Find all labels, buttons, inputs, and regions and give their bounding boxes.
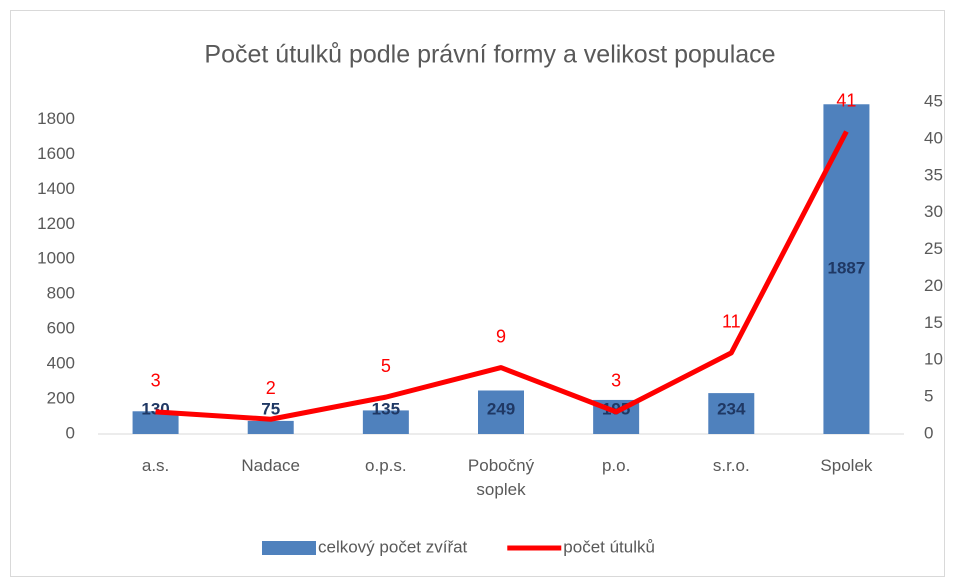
y-tick-label: 0	[66, 423, 75, 442]
legend-label: počet útulků	[563, 537, 655, 556]
legend-swatch	[262, 541, 316, 555]
y-tick-label: 200	[47, 389, 75, 408]
y-tick-label: 1200	[37, 214, 75, 233]
y2-tick-label: 40	[924, 128, 943, 147]
legend-label: celkový počet zvířat	[318, 537, 468, 556]
bar-value-label: 195	[602, 399, 630, 418]
chart-border	[10, 10, 945, 577]
bar-value-label: 249	[487, 399, 515, 418]
line-value-label: 3	[151, 371, 161, 391]
line-value-label: 5	[381, 356, 391, 376]
x-tick-label: Spolek	[820, 456, 873, 475]
y2-tick-label: 15	[924, 313, 943, 332]
bar-value-label: 130	[141, 399, 169, 418]
y-tick-label: 400	[47, 354, 75, 373]
bar-value-label: 1887	[828, 259, 866, 278]
y2-tick-label: 5	[924, 387, 933, 406]
x-tick-label: Pobočný soplek	[467, 456, 535, 499]
bar	[708, 393, 755, 434]
line-value-label: 11	[722, 312, 741, 332]
bar-value-label: 234	[717, 399, 746, 418]
line-value-label: 9	[496, 326, 506, 346]
y2-tick-label: 10	[924, 350, 943, 369]
y-tick-label: 1400	[37, 179, 75, 198]
bar	[132, 411, 179, 434]
x-tick-label: Nadace	[241, 456, 300, 475]
line-value-label: 2	[266, 378, 276, 398]
bar	[478, 390, 524, 434]
y-tick-label: 1600	[37, 144, 75, 163]
line	[155, 130, 849, 422]
y2-tick-label: 25	[924, 239, 943, 258]
y2-tick-label: 35	[924, 165, 943, 184]
y-tick-label: 800	[47, 284, 75, 303]
y-tick-label: 1800	[37, 109, 75, 128]
y2-tick-label: 0	[924, 423, 933, 442]
chart-title: Počet útulků podle právní formy a veliko…	[204, 41, 775, 69]
y2-tick-label: 30	[924, 202, 943, 221]
y-tick-label: 1000	[37, 249, 75, 268]
line-value-label: 41	[836, 90, 856, 110]
x-tick-label: o.p.s.	[365, 456, 407, 475]
y2-tick-label: 20	[924, 276, 943, 295]
y-tick-label: 600	[47, 319, 75, 338]
bar	[362, 410, 409, 434]
bar-value-label: 135	[372, 399, 400, 418]
x-tick-label: p.o.	[601, 456, 631, 475]
bar-value-label: 75	[261, 399, 280, 418]
line-value-label: 3	[611, 371, 621, 391]
bar	[247, 420, 294, 434]
y2-tick-label: 45	[924, 91, 943, 110]
x-tick-label: a.s.	[141, 456, 170, 475]
x-tick-label: s.r.o.	[712, 456, 750, 475]
